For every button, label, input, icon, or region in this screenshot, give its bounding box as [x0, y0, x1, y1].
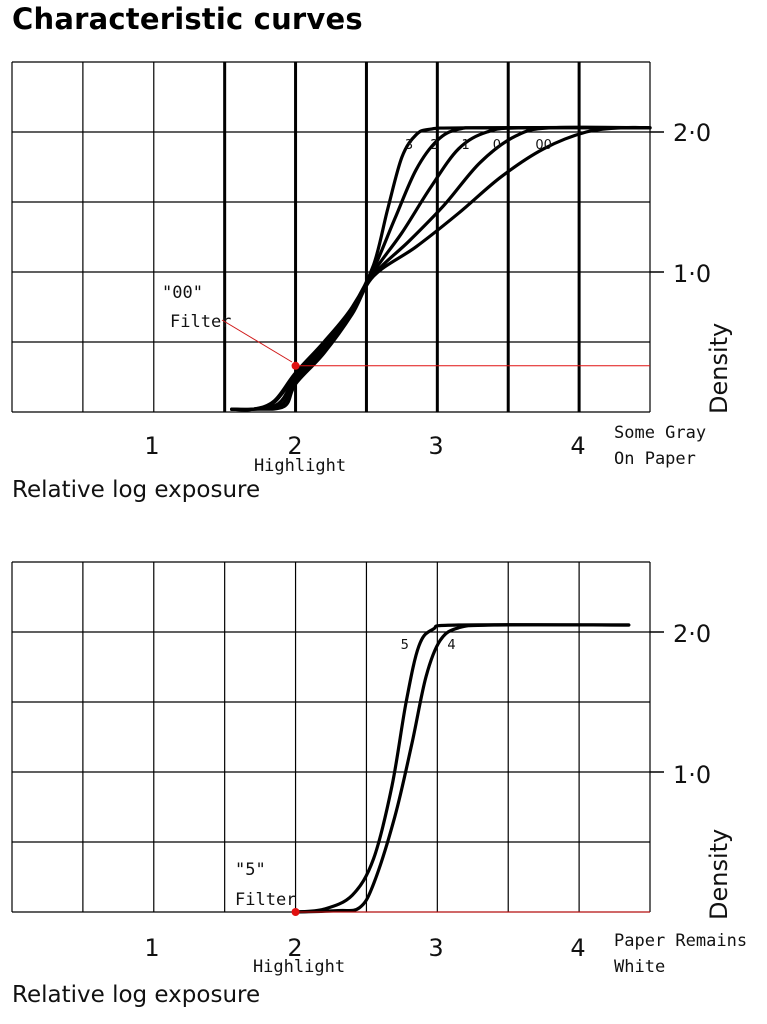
- x-axis-label: Relative log exposure: [12, 477, 260, 503]
- series-label-4: 4: [447, 638, 455, 653]
- y-tick-label: 2·0: [673, 620, 711, 648]
- series-line-5: [293, 623, 631, 914]
- x-tick-label: 3: [428, 934, 443, 962]
- right-note-line1: Some Gray: [614, 423, 706, 443]
- y-tick-label: 1·0: [673, 260, 711, 288]
- characteristic-chart-2: 5 4 1 2 3 4 1·0 2·0 Density Relative log …: [11, 561, 747, 1008]
- x-tick-label: 3: [428, 432, 443, 460]
- series-line-1: [230, 125, 652, 412]
- right-note-line2: On Paper: [614, 449, 696, 469]
- highlight-marker: [291, 361, 300, 370]
- series-label-2: 2: [430, 138, 438, 153]
- y-tick-label: 2·0: [673, 119, 711, 147]
- right-note-line2: White: [614, 957, 665, 977]
- x-tick-label: 4: [570, 934, 585, 962]
- y-tick-label: 1·0: [673, 761, 711, 789]
- filter-leader-line: [221, 319, 293, 363]
- filter-note-line1: "00": [162, 283, 203, 303]
- right-note-line1: Paper Remains: [614, 931, 747, 951]
- filter-note-line1: "5": [235, 860, 266, 880]
- x-axis-label: Relative log exposure: [12, 982, 260, 1008]
- filter-note-line2: Filter: [235, 890, 296, 910]
- series-label-0: 0: [493, 138, 501, 153]
- series-label-00: 00: [535, 138, 552, 153]
- highlight-marker: [291, 908, 300, 916]
- highlight-label: Highlight: [253, 957, 345, 977]
- series-line-00: [230, 125, 652, 412]
- x-tick-label: 1: [144, 432, 159, 460]
- x-tick-label: 1: [144, 934, 159, 962]
- filter-note-line2: Filter: [170, 312, 231, 332]
- x-tick-label: 2: [287, 432, 302, 460]
- y-axis-label: Density: [705, 829, 733, 920]
- series-line-2: [230, 126, 652, 412]
- x-tick-label: 4: [570, 432, 585, 460]
- y-axis-label: Density: [705, 323, 733, 414]
- x-tick-label: 2: [287, 934, 302, 962]
- page-title: Characteristic curves: [12, 2, 363, 36]
- series-line-4: [293, 623, 631, 914]
- highlight-label: Highlight: [254, 456, 346, 476]
- series-label-1: 1: [462, 138, 470, 153]
- series-label-3: 3: [405, 138, 413, 153]
- characteristic-chart-1: 3 2 1 0 00 1 2 3 4 1·0 2·0 Density Relative …: [11, 61, 733, 503]
- series-label-5: 5: [401, 638, 409, 653]
